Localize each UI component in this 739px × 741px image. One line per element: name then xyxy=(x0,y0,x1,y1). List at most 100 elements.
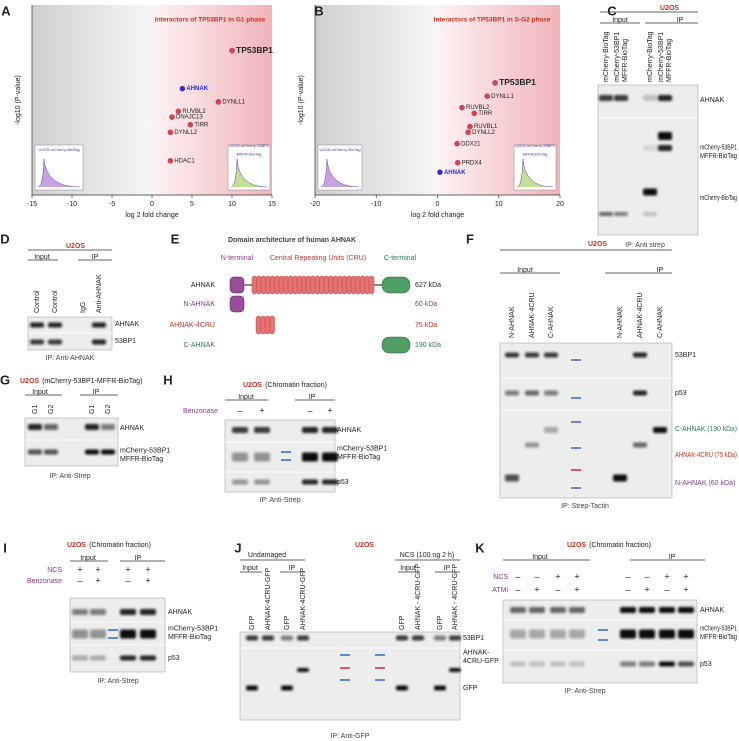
band-label: N-AHNAK (60 kDa) xyxy=(675,480,735,487)
treatment-sign: – xyxy=(644,571,649,581)
condition: (Chromatin fraction) xyxy=(589,542,651,549)
treatment-sign: + xyxy=(327,405,332,415)
treatment-sign: – xyxy=(237,405,242,415)
band xyxy=(633,390,647,396)
cru-repeat xyxy=(346,275,352,295)
blot xyxy=(502,599,698,684)
band xyxy=(262,635,274,641)
treatment-sign: – xyxy=(625,571,630,581)
band xyxy=(678,661,694,667)
band xyxy=(599,212,613,216)
cru-repeat xyxy=(287,275,294,295)
treatment-sign: + xyxy=(534,584,539,594)
cru-repeat xyxy=(328,275,334,295)
cru-repeat xyxy=(255,315,262,335)
cru-repeat xyxy=(301,275,307,295)
band xyxy=(322,427,338,433)
point xyxy=(454,140,460,147)
band xyxy=(302,452,318,462)
lane-label: AHNAK - 4CRU-GFP xyxy=(415,564,422,630)
band-label: MFFR-BioTag xyxy=(168,634,211,641)
caption: IP: Anti-Strep xyxy=(97,678,138,685)
band xyxy=(614,212,628,216)
point xyxy=(492,80,498,86)
treatment-sign: + xyxy=(125,564,130,574)
band xyxy=(120,629,136,639)
lane-label: N-AHNAK xyxy=(617,306,624,338)
band xyxy=(90,655,106,661)
region-label: C-terminal xyxy=(384,255,417,262)
group-label: Input xyxy=(242,565,258,572)
band xyxy=(659,607,675,613)
point-label: DNAJC13 xyxy=(176,115,203,121)
treatment-sign: + xyxy=(644,584,649,594)
lane-label: mCherry-BioTag xyxy=(603,31,610,82)
band xyxy=(620,607,636,613)
treatment-sign: + xyxy=(574,584,579,594)
band xyxy=(449,668,461,672)
group-label: IP xyxy=(657,267,664,274)
point xyxy=(215,99,222,105)
cru-repeat xyxy=(256,275,262,295)
ladder-band xyxy=(571,397,581,399)
band xyxy=(550,607,566,613)
group-label: IP xyxy=(669,554,676,561)
group-label: Input xyxy=(238,394,254,401)
ladder-band xyxy=(571,487,581,489)
band-label: mCherry-53BP1 xyxy=(120,448,170,455)
band xyxy=(569,607,585,613)
treatment-sign: + xyxy=(95,575,100,585)
band-label: mCherry-53BP1 xyxy=(700,626,737,633)
treatment-sign: + xyxy=(683,584,688,594)
point-label: AHNAK xyxy=(444,170,466,176)
band xyxy=(101,449,115,455)
inset-peak xyxy=(230,158,268,188)
x-tick-label: -10 xyxy=(67,201,77,208)
x-tick-label: -5 xyxy=(109,201,115,208)
band-label: 53BP1 xyxy=(675,352,696,359)
x-tick-label: 10 xyxy=(495,201,503,208)
band xyxy=(620,661,636,667)
band xyxy=(569,629,585,639)
band-label: MFFR-BioTag xyxy=(337,454,380,461)
band xyxy=(614,95,628,101)
panel-label: J xyxy=(234,540,241,555)
treatment-label: NCS xyxy=(47,567,62,574)
band-label: 53BP1 xyxy=(115,338,136,345)
band xyxy=(525,352,539,358)
lane-label: mCherry-53BP1 xyxy=(614,32,621,82)
band xyxy=(85,449,99,455)
ladder-band xyxy=(281,451,291,453)
point-label: HDAC1 xyxy=(174,158,195,164)
band xyxy=(510,607,526,613)
band-label: 4CRU-GFP xyxy=(463,658,499,665)
lane-label: AHNAK - 4CRU-GFP xyxy=(452,564,459,630)
group-label: Input xyxy=(34,254,50,261)
panel-label: B xyxy=(314,3,323,18)
band xyxy=(633,352,647,358)
band xyxy=(30,322,44,328)
point-label: DYNLL2 xyxy=(174,130,197,136)
inset-label: U2OS-mCherry-53BP1 xyxy=(229,143,270,148)
construct-size: 75 kDa xyxy=(415,322,437,329)
caption: IP: Anti-AHNAK xyxy=(46,355,95,362)
band-label: C-AHNAK (190 kDa) xyxy=(675,426,737,433)
x-axis-label: log 2 fold change xyxy=(411,212,464,219)
cru-repeat xyxy=(364,275,370,295)
point xyxy=(471,110,477,117)
panel-label: C xyxy=(607,3,617,18)
band xyxy=(544,352,558,358)
group-label: IP xyxy=(93,389,100,396)
treatment-label: Benzonase xyxy=(183,408,218,415)
band xyxy=(550,629,566,639)
band xyxy=(302,479,318,485)
cru-repeat xyxy=(296,275,303,295)
band-label: AHNAK xyxy=(168,609,192,616)
band-label: AHNAK xyxy=(700,97,724,104)
band xyxy=(254,427,270,433)
y-axis-label: -log10 (P-value) xyxy=(298,75,305,125)
band xyxy=(529,661,545,667)
construct-size: 627 kDa xyxy=(415,282,441,289)
